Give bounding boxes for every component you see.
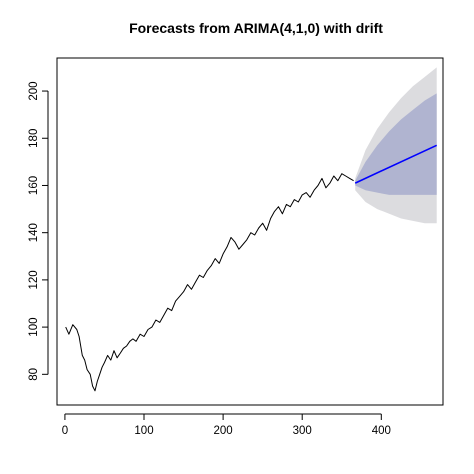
x-tick-label: 300 [293,425,312,437]
y-tick-label: 140 [28,223,40,242]
forecast-line [354,144,438,184]
x-tick-label: 0 [62,425,68,437]
y-tick-label: 200 [28,81,40,100]
y-tick-label: 100 [28,318,40,337]
x-tick-label: 400 [372,425,391,437]
y-tick-label: 160 [28,176,40,195]
series-lines [65,144,438,392]
interval-band-80 [355,93,437,195]
y-tick-label: 80 [28,368,40,381]
x-axis: 0 100 200 300 400 [62,413,391,437]
chart-title: Forecasts from ARIMA(4,1,0) with drift [129,20,383,36]
observed-line [65,173,354,392]
x-tick-label: 200 [214,425,233,437]
x-tick-label: 100 [134,425,153,437]
prediction-intervals [355,67,437,224]
y-tick-label: 180 [28,129,40,148]
y-axis: 80 100 120 140 160 180 200 [28,81,49,381]
y-tick-label: 120 [28,270,40,289]
plot-frame [56,57,444,406]
